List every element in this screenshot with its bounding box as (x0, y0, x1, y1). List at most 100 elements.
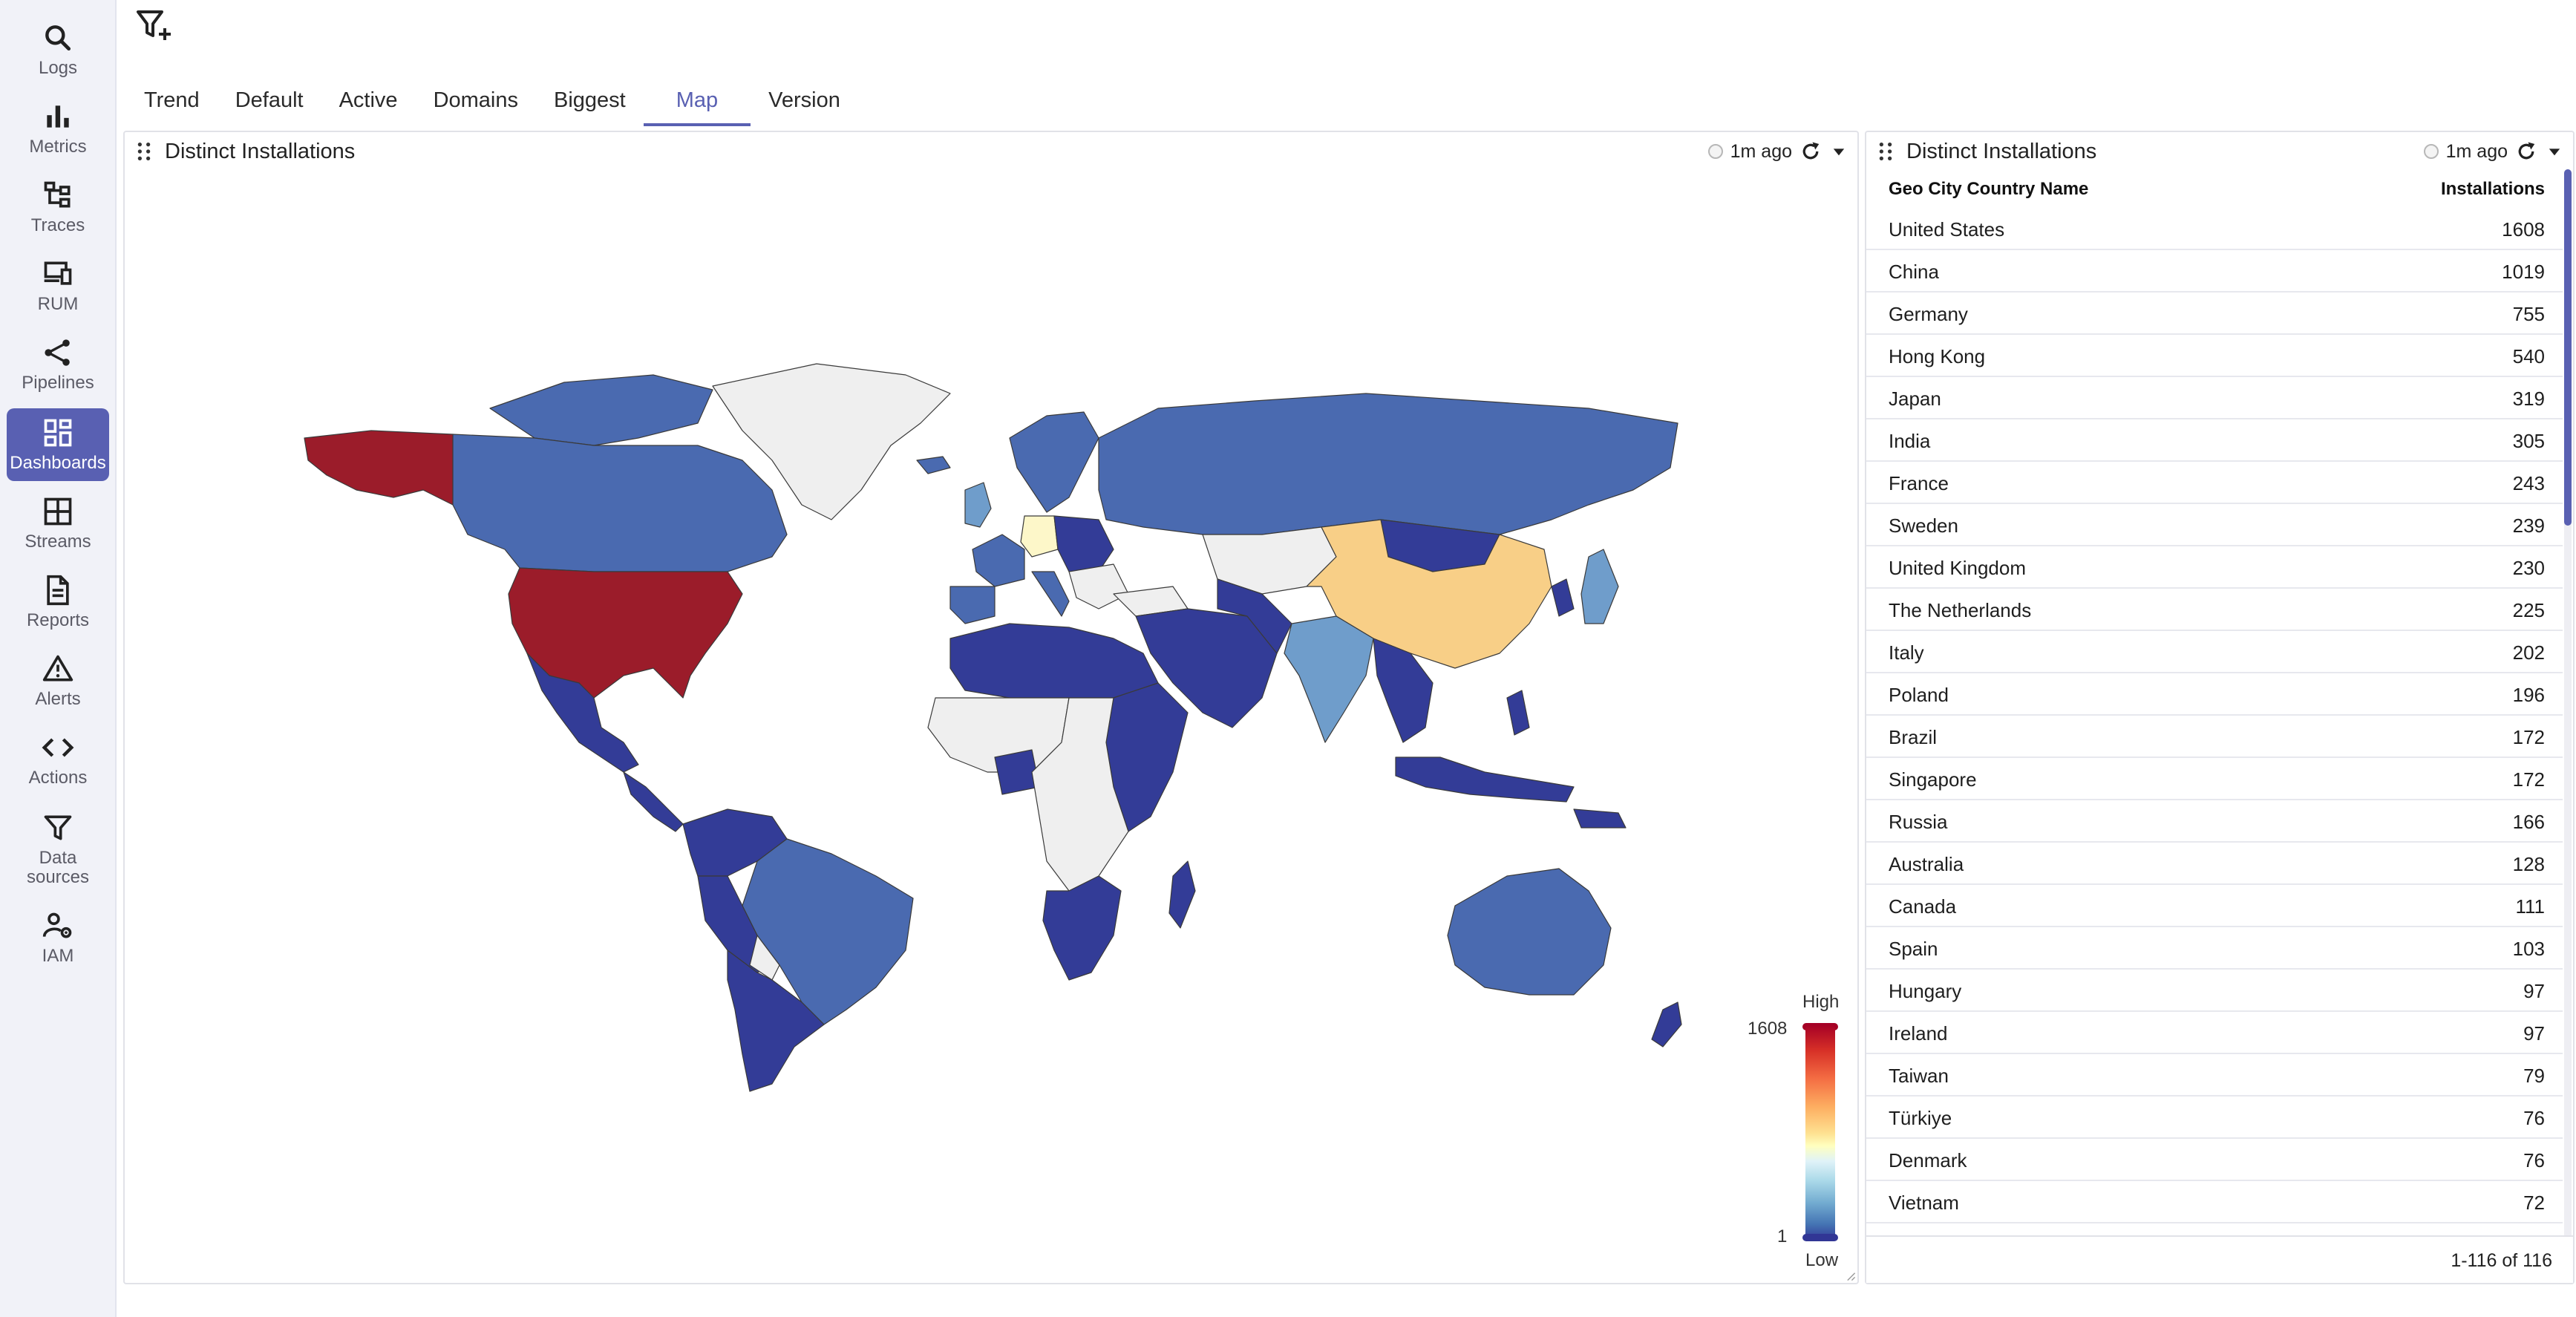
region-korea[interactable] (1551, 578, 1575, 617)
table-row[interactable]: Taiwan 79 (1866, 1054, 2563, 1097)
region-iberia[interactable] (949, 586, 996, 624)
region-southern-cone[interactable] (727, 950, 825, 1092)
sidebar-item-data-sources[interactable]: Data sources (7, 805, 109, 894)
table-row[interactable]: Singapore 172 (1866, 758, 2563, 800)
sidebar-item-dashboards[interactable]: Dashboards (7, 408, 109, 481)
chevron-down-icon[interactable] (1832, 145, 1846, 158)
tab-version[interactable]: Version (768, 88, 840, 112)
cell-installations: 319 (2512, 388, 2545, 410)
sidebar-item-actions[interactable]: Actions (7, 723, 109, 796)
drag-handle-icon[interactable] (135, 140, 153, 163)
column-header-installations[interactable]: Installations (2440, 179, 2545, 199)
region-alaska[interactable] (304, 430, 461, 506)
cell-country-name: Ireland (1889, 1022, 1948, 1045)
resize-handle-icon[interactable] (1846, 1271, 1856, 1281)
sidebar-item-logs[interactable]: Logs (7, 13, 109, 86)
tab-active[interactable]: Active (339, 88, 398, 112)
table-row[interactable]: Türkiye 76 (1866, 1097, 2563, 1139)
filter-add-button[interactable] (135, 7, 174, 46)
clock-icon (2423, 144, 2439, 159)
refresh-icon[interactable] (2515, 140, 2537, 163)
region-iceland[interactable] (916, 456, 951, 474)
region-balkans[interactable] (1068, 563, 1129, 610)
region-germany[interactable] (1020, 515, 1059, 558)
dashboard-icon (44, 419, 72, 447)
region-southeast-asia[interactable] (1373, 638, 1434, 743)
tab-trend[interactable]: Trend (144, 88, 200, 112)
region-central-america[interactable] (623, 771, 684, 832)
refresh-icon[interactable] (1799, 140, 1822, 163)
table-row[interactable]: France 243 (1866, 462, 2563, 504)
table-row[interactable]: Sweden 239 (1866, 504, 2563, 546)
region-scandinavia[interactable] (1009, 411, 1099, 513)
region-canada[interactable] (452, 434, 788, 572)
region-france[interactable] (972, 534, 1025, 587)
sidebar-item-streams[interactable]: Streams (7, 487, 109, 560)
table-row[interactable]: United States 1608 (1866, 208, 2563, 250)
table-row[interactable]: Ireland 97 (1866, 1012, 2563, 1054)
region-southern-africa[interactable] (1042, 875, 1122, 981)
region-madagascar[interactable] (1168, 860, 1196, 929)
table-row[interactable]: Germany 755 (1866, 293, 2563, 335)
table-row[interactable]: Hong Kong 540 (1866, 335, 2563, 377)
region-canada-arctic[interactable] (489, 374, 713, 446)
grid-icon (44, 497, 72, 526)
table-row[interactable]: Vietnam 72 (1866, 1181, 2563, 1223)
region-australia[interactable] (1447, 868, 1612, 996)
region-russia[interactable] (1098, 393, 1678, 535)
region-middle-east[interactable] (1135, 608, 1278, 728)
table-row[interactable]: India 305 (1866, 419, 2563, 462)
table-row[interactable]: Spain 103 (1866, 927, 2563, 970)
panel-title: Distinct Installations (1906, 139, 2097, 163)
region-new-guinea[interactable] (1573, 808, 1627, 829)
table-row[interactable]: Italy 202 (1866, 631, 2563, 673)
tab-map[interactable]: Map (643, 74, 751, 126)
scrollbar-thumb[interactable] (2564, 169, 2572, 526)
tab-domains[interactable]: Domains (433, 88, 518, 112)
region-iran[interactable] (1217, 578, 1292, 654)
region-china[interactable] (1306, 519, 1552, 669)
table-row[interactable]: Japan 319 (1866, 377, 2563, 419)
region-philippines[interactable] (1506, 690, 1530, 736)
scrollbar-track[interactable] (2564, 169, 2572, 1238)
table-row[interactable]: Denmark 76 (1866, 1139, 2563, 1181)
region-new-zealand[interactable] (1651, 1001, 1682, 1048)
cell-country-name: Russia (1889, 811, 1948, 833)
table-row[interactable]: United Kingdom 230 (1866, 546, 2563, 589)
cell-installations: 166 (2512, 811, 2545, 833)
sidebar-item-reports[interactable]: Reports (7, 566, 109, 638)
tab-default[interactable]: Default (235, 88, 304, 112)
sidebar-item-rum[interactable]: RUM (7, 249, 109, 322)
region-italy[interactable] (1031, 571, 1070, 617)
sidebar-item-traces[interactable]: Traces (7, 171, 109, 244)
cell-country-name: Hungary (1889, 980, 1962, 1002)
region-united-kingdom[interactable] (964, 482, 992, 528)
table-row[interactable]: Canada 111 (1866, 885, 2563, 927)
region-mexico[interactable] (526, 653, 639, 773)
table-row[interactable]: The Netherlands 225 (1866, 589, 2563, 631)
table-row[interactable]: Poland 196 (1866, 673, 2563, 716)
legend-min-handle[interactable] (1802, 1234, 1838, 1241)
region-india[interactable] (1284, 615, 1374, 743)
table-row[interactable]: Australia 128 (1866, 843, 2563, 885)
region-central-africa[interactable] (1031, 697, 1129, 892)
chevron-down-icon[interactable] (2548, 145, 2561, 158)
sidebar-item-metrics[interactable]: Metrics (7, 92, 109, 165)
region-greenland[interactable] (712, 363, 951, 520)
region-north-africa[interactable] (949, 623, 1159, 699)
region-indonesia[interactable] (1395, 756, 1575, 803)
sidebar-item-alerts[interactable]: Alerts (7, 644, 109, 717)
sidebar-item-iam[interactable]: IAM (7, 901, 109, 974)
table-row[interactable]: Russia 166 (1866, 800, 2563, 843)
region-japan[interactable] (1580, 549, 1619, 624)
column-header-name[interactable]: Geo City Country Name (1889, 179, 2089, 199)
region-central-europe[interactable] (1053, 515, 1114, 572)
table-row[interactable]: China 1019 (1866, 250, 2563, 293)
table-row[interactable]: Brazil 172 (1866, 716, 2563, 758)
cell-installations: 225 (2512, 599, 2545, 621)
drag-handle-icon[interactable] (1877, 140, 1895, 163)
sidebar-item-pipelines[interactable]: Pipelines (7, 328, 109, 401)
tab-biggest[interactable]: Biggest (554, 88, 626, 112)
table-row[interactable]: Hungary 97 (1866, 970, 2563, 1012)
search-icon (45, 25, 71, 51)
